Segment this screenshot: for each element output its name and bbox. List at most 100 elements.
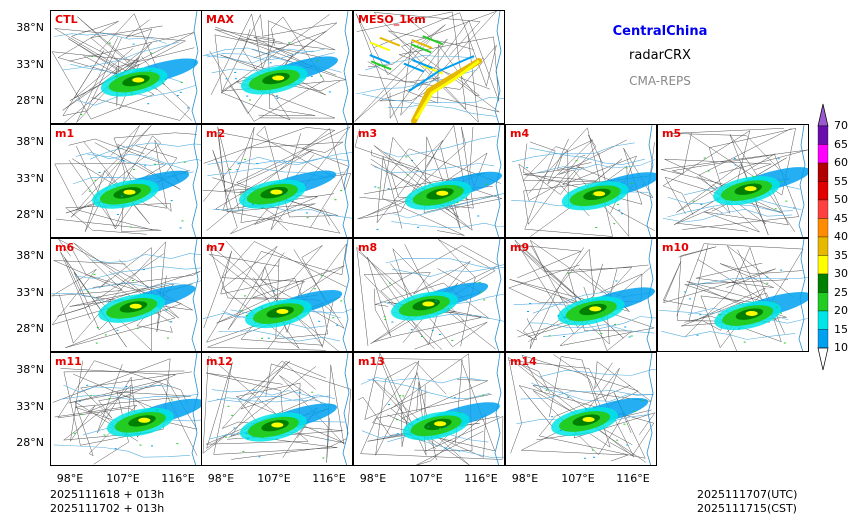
colorbar — [817, 103, 829, 371]
lat-tick-label: 33°N — [16, 286, 44, 299]
lon-tick-label: 98°E — [359, 472, 387, 485]
lat-tick-label: 38°N — [16, 249, 44, 262]
colorbar-tick-label: 20 — [834, 304, 848, 317]
map-panel-m2: m2 — [201, 124, 353, 238]
colorbar-segment — [817, 310, 829, 330]
valid-time-utc: 2025111707(UTC) — [697, 488, 798, 501]
map-panel-m1: m1 — [50, 124, 202, 238]
map-panel-m4: m4 — [505, 124, 657, 238]
panel-label: CTL — [55, 13, 78, 26]
radar-map — [356, 239, 504, 351]
colorbar-tick-label: 70 — [834, 119, 848, 132]
lat-tick-label: 33°N — [16, 172, 44, 185]
lon-tick-label: 116°E — [616, 472, 650, 485]
map-panel-m11: m11 — [50, 352, 202, 466]
colorbar-segment — [817, 329, 829, 349]
map-panel-m3: m3 — [353, 124, 505, 238]
panel-label: m13 — [358, 355, 385, 368]
radar-map — [661, 125, 808, 237]
radar-map — [54, 125, 201, 237]
lon-tick-label: 107°E — [561, 472, 595, 485]
lat-tick-label: 28°N — [16, 322, 44, 335]
panel-label: m10 — [662, 241, 689, 254]
colorbar-segment — [817, 162, 829, 182]
radar-map — [51, 239, 201, 351]
map-panel-m12: m12 — [201, 352, 353, 466]
colorbar-segment — [817, 199, 829, 219]
colorbar-segment — [817, 236, 829, 256]
map-panel-max: MAX — [201, 10, 353, 124]
panel-label: m9 — [510, 241, 530, 254]
panel-label: m8 — [358, 241, 378, 254]
colorbar-segment — [817, 273, 829, 293]
colorbar-extend-bottom — [817, 347, 829, 371]
colorbar-segment — [817, 144, 829, 164]
radar-map — [202, 239, 352, 351]
panel-label: m7 — [206, 241, 226, 254]
radar-map — [202, 11, 350, 123]
colorbar-tick-label: 40 — [834, 230, 848, 243]
lat-tick-label: 33°N — [16, 400, 44, 413]
panel-label: m2 — [206, 127, 226, 140]
colorbar-tick-label: 35 — [834, 248, 848, 262]
map-panel-m7: m7 — [201, 238, 353, 352]
map-panel-meso_1km: MESO_1km — [353, 10, 505, 124]
colorbar-segment — [817, 181, 829, 201]
radar-map — [358, 353, 504, 465]
map-panel-m5: m5 — [657, 124, 809, 238]
colorbar-tick-label: 45 — [834, 211, 848, 225]
model-title: CMA-REPS — [629, 74, 691, 88]
colorbar-tick-label: 10 — [834, 341, 848, 354]
panel-label: m11 — [55, 355, 82, 368]
colorbar-segment — [817, 255, 829, 275]
init-time-utc: 2025111618 + 013h — [50, 488, 165, 501]
map-panel-m8: m8 — [353, 238, 505, 352]
colorbar-tick-label: 30 — [834, 267, 848, 280]
map-panel-m9: m9 — [505, 238, 657, 352]
colorbar-tick-label: 60 — [834, 156, 848, 169]
lon-tick-label: 116°E — [161, 472, 195, 485]
lon-tick-label: 107°E — [409, 472, 443, 485]
colorbar-tick-label: 55 — [834, 174, 848, 188]
lat-tick-label: 28°N — [16, 436, 44, 449]
colorbar-tick-label: 25 — [834, 285, 848, 299]
lat-tick-label: 28°N — [16, 94, 44, 107]
panel-label: m6 — [55, 241, 75, 254]
radar-map — [508, 353, 656, 465]
radar-map — [354, 11, 504, 123]
colorbar-tick-label: 50 — [834, 193, 848, 206]
radar-map — [202, 125, 352, 237]
lon-tick-label: 98°E — [56, 472, 84, 485]
colorbar-segment — [817, 218, 829, 238]
map-panel-m14: m14 — [505, 352, 657, 466]
lat-tick-label: 38°N — [16, 135, 44, 148]
lon-tick-label: 98°E — [207, 472, 235, 485]
panel-label: m4 — [510, 127, 530, 140]
panel-label: m5 — [662, 127, 682, 140]
lat-tick-label: 38°N — [16, 21, 44, 34]
radar-map — [659, 239, 808, 351]
colorbar-segment — [817, 292, 829, 312]
panel-label: m1 — [55, 127, 75, 140]
lon-tick-label: 98°E — [511, 472, 539, 485]
lat-tick-label: 28°N — [16, 208, 44, 221]
variable-title: radarCRX — [629, 48, 691, 63]
init-time-cst: 2025111702 + 013h — [50, 502, 165, 515]
radar-map — [508, 239, 656, 351]
colorbar-segment — [817, 125, 829, 145]
valid-time-cst: 2025111715(CST) — [697, 502, 797, 515]
colorbar-tick-label: 15 — [834, 322, 848, 336]
panel-label: m14 — [510, 355, 537, 368]
colorbar-extend-top — [817, 103, 829, 127]
colorbar-tick-label: 65 — [834, 137, 848, 151]
radar-map — [202, 353, 352, 465]
panel-label: m12 — [206, 355, 233, 368]
map-panel-m6: m6 — [50, 238, 202, 352]
lon-tick-label: 116°E — [312, 472, 346, 485]
radar-map — [51, 11, 199, 123]
panel-label: MAX — [206, 13, 234, 26]
lat-tick-label: 33°N — [16, 58, 44, 71]
map-panel-m10: m10 — [657, 238, 809, 352]
radar-map — [354, 125, 504, 237]
